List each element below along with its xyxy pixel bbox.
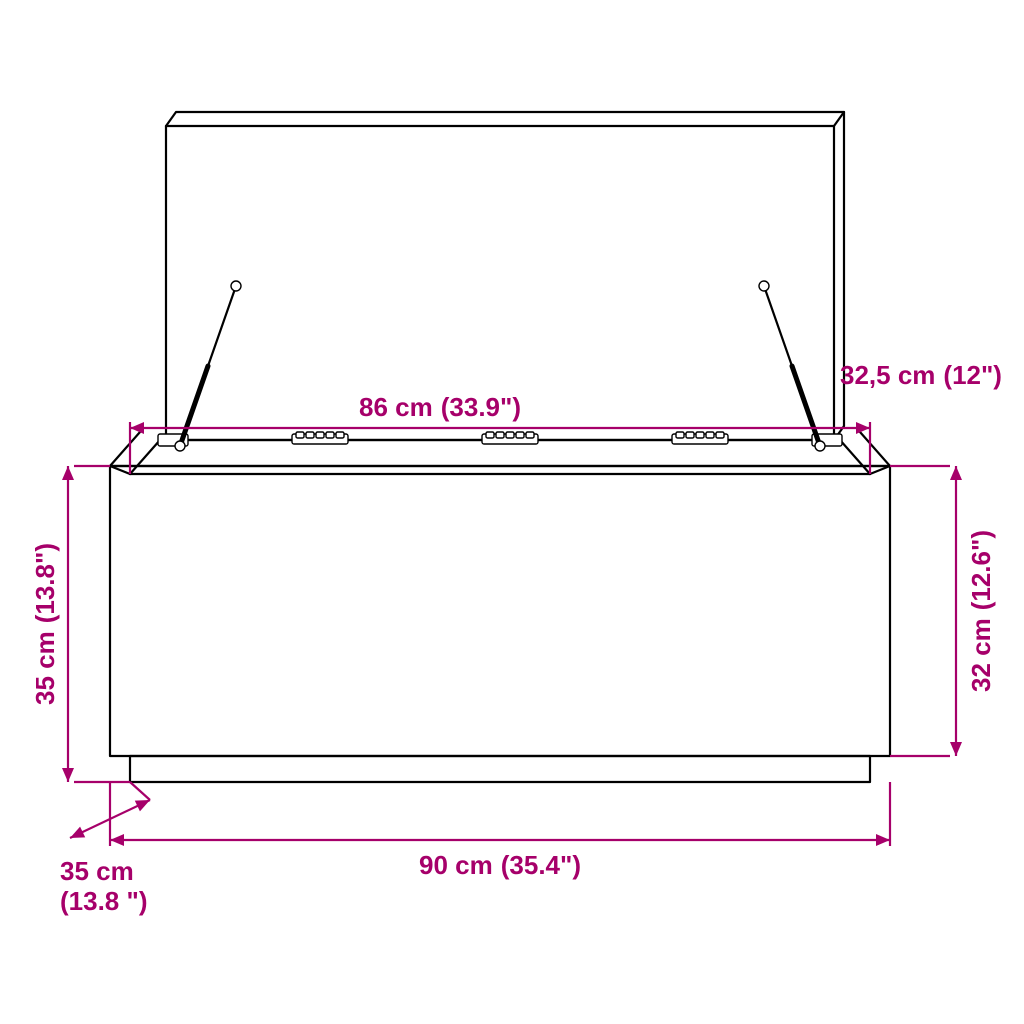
dimension-diagram: 86 cm (33.9") 32,5 cm (12") 35 cm (13.8") 32 c… xyxy=(0,0,1024,1024)
svg-text:86 cm(33.9"): 86 cm (33.9") xyxy=(359,392,521,422)
dim-lid_depth-metric: 32,5 cm xyxy=(840,360,935,390)
product-outline xyxy=(110,112,890,782)
dim-lid_depth-imperial: (12") xyxy=(943,360,1002,390)
svg-text:35 cm(13.8"): 35 cm (13.8") xyxy=(30,543,60,705)
svg-text:32,5 cm(12"): 32,5 cm (12") xyxy=(840,360,1002,390)
dim-inner_width-metric: 86 cm xyxy=(359,392,433,422)
dim-inner_height-imperial: (12.6") xyxy=(966,530,996,610)
dim-inner_width-imperial: (33.9") xyxy=(441,392,521,422)
hinges-and-struts xyxy=(158,281,842,451)
svg-text:90 cm(35.4"): 90 cm (35.4") xyxy=(419,850,581,880)
dim-outer_width-imperial: (35.4") xyxy=(501,850,581,880)
dim-outer_height-metric: 35 cm xyxy=(30,631,60,705)
dim-outer_width-metric: 90 cm xyxy=(419,850,493,880)
svg-text:32 cm(12.6"): 32 cm (12.6") xyxy=(966,530,996,692)
dim-outer_height-imperial: (13.8") xyxy=(30,543,60,623)
dim-base_depth-metric: 35 cm xyxy=(60,856,134,886)
dim-base_depth-imperial: (13.8 ") xyxy=(60,886,147,916)
svg-text:35 cm(13.8 "): 35 cm(13.8 ") xyxy=(60,856,147,916)
dim-inner_height-metric: 32 cm xyxy=(966,618,996,692)
